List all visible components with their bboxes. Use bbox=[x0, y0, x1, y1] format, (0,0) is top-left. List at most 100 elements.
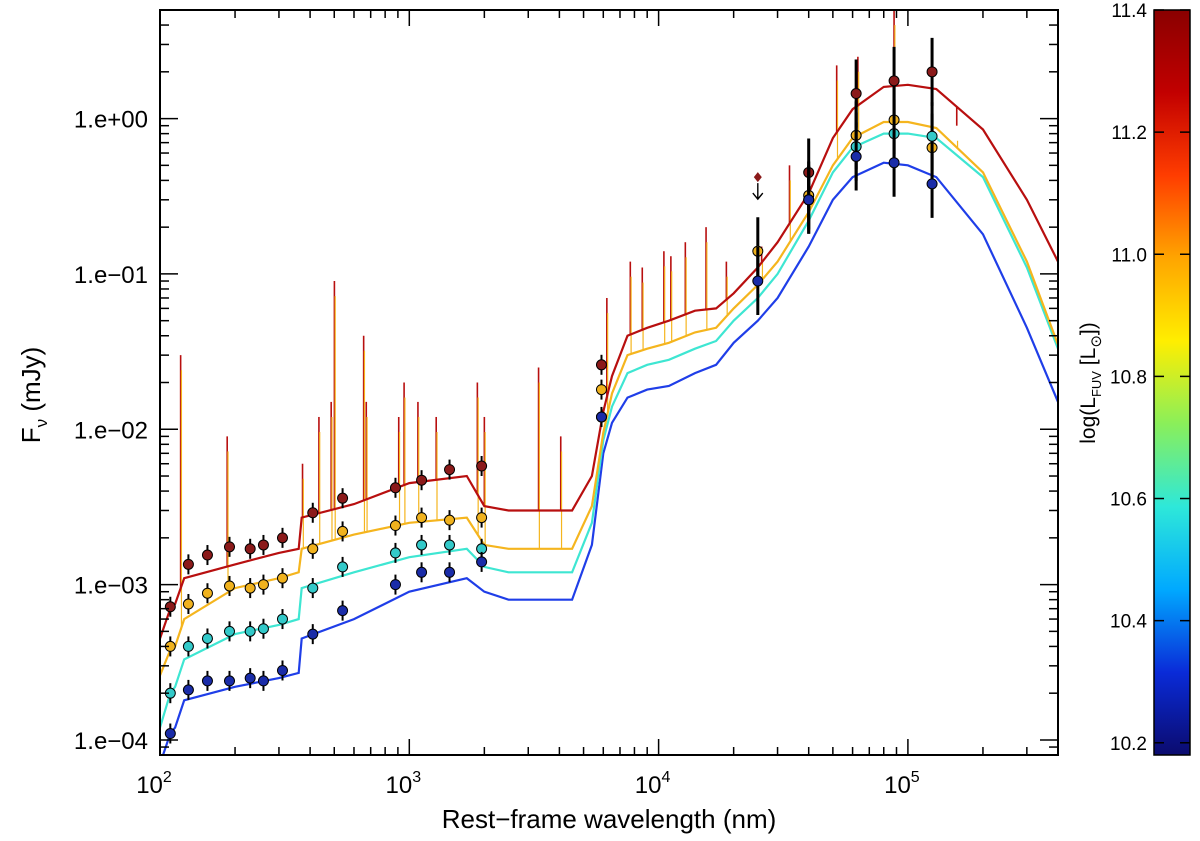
colorbar-frame bbox=[1153, 9, 1191, 756]
data-point-s0-3 bbox=[223, 541, 235, 553]
data-point-s0-6 bbox=[276, 532, 288, 544]
upper-limit-arrow-0 bbox=[752, 183, 764, 201]
data-point-s1-2 bbox=[201, 587, 213, 599]
data-point-s2-10 bbox=[416, 539, 428, 551]
data-point-s1-10 bbox=[416, 512, 428, 524]
data-point-s3-5 bbox=[257, 675, 269, 687]
plot-area bbox=[160, 10, 1058, 755]
data-point-s3-2 bbox=[201, 675, 213, 687]
data-point-s0-10 bbox=[416, 474, 428, 486]
data-point-s1-8 bbox=[337, 525, 349, 537]
data-point-s1-11 bbox=[444, 514, 456, 526]
model-curve-1 bbox=[160, 120, 1058, 676]
x-tick-label-exp: 3 bbox=[412, 769, 421, 786]
y-tick-label: 1.e−01 bbox=[74, 262, 148, 289]
colorbar-title-sun: ⊙ bbox=[1088, 335, 1105, 348]
colorbar-tick-label: 11.0 bbox=[1111, 245, 1147, 266]
data-point-s3-3 bbox=[223, 675, 235, 687]
data-point-s3-15 bbox=[803, 194, 815, 206]
x-tick-label: 102 bbox=[136, 769, 172, 799]
data-point-s3-12 bbox=[476, 556, 488, 568]
data-point-s2-7 bbox=[307, 582, 319, 594]
data-point-s1-1 bbox=[182, 598, 194, 610]
x-tick-label-base: 10 bbox=[884, 772, 911, 799]
data-point-s1-6 bbox=[276, 572, 288, 584]
data-point-s0-7 bbox=[307, 507, 319, 519]
y-axis-title: Fν (mJy) bbox=[16, 347, 51, 444]
data-point-s0-11 bbox=[444, 464, 456, 476]
colorbar-tick-label: 10.4 bbox=[1110, 612, 1147, 633]
colorbar: 11.4 11.2 11.0 10.8 10.6 10.4 10.2 log(LFUV [L… bbox=[1077, 1, 1191, 756]
colorbar-tick-label: 11.2 bbox=[1111, 123, 1147, 144]
x-axis-title: Rest−frame wavelength (nm) bbox=[442, 804, 777, 834]
colorbar-fill bbox=[1154, 10, 1190, 755]
data-point-s0-8 bbox=[337, 492, 349, 504]
x-tick-label-exp: 4 bbox=[662, 769, 671, 786]
data-point-s2-9 bbox=[389, 547, 401, 559]
x-tick-label-exp: 5 bbox=[911, 769, 920, 786]
y-axis-title-tail: (mJy) bbox=[16, 347, 46, 419]
data-point-s3-6 bbox=[276, 664, 288, 676]
y-axis-title-sub: ν bbox=[32, 419, 51, 428]
data-point-s2-2 bbox=[201, 632, 213, 644]
colorbar-title: log(LFUV [L⊙]) bbox=[1077, 322, 1105, 443]
colorbar-ticks: 11.4 11.2 11.0 10.8 10.6 10.4 10.2 bbox=[1110, 1, 1190, 755]
data-point-s1-5 bbox=[257, 579, 269, 591]
x-axis-ticks: 102 103 104 105 bbox=[136, 10, 1059, 799]
data-point-s1-12 bbox=[476, 512, 488, 524]
emission-lines-layer bbox=[179, 10, 959, 630]
data-point-s2-17 bbox=[926, 130, 938, 142]
data-point-s0-16 bbox=[888, 75, 900, 87]
model-curve-0 bbox=[160, 83, 1058, 639]
y-tick-label: 1.e−02 bbox=[74, 417, 148, 444]
data-point-s1-4 bbox=[244, 582, 256, 594]
data-point-s3-11 bbox=[444, 566, 456, 578]
data-point-s0-4 bbox=[244, 543, 256, 555]
data-point-s0-13 bbox=[595, 359, 607, 371]
y-tick-label: 1.e+00 bbox=[74, 107, 148, 134]
data-point-s2-11 bbox=[444, 539, 456, 551]
x-tick-label: 105 bbox=[884, 769, 920, 799]
data-point-s2-8 bbox=[337, 561, 349, 573]
model-curves-layer bbox=[160, 83, 1058, 755]
model-curve-2 bbox=[160, 132, 1058, 728]
data-point-s1-9 bbox=[389, 520, 401, 532]
x-tick-label-exp: 2 bbox=[163, 769, 172, 786]
x-tick-label: 103 bbox=[385, 769, 421, 799]
data-point-s3-16 bbox=[850, 151, 862, 163]
data-point-s0-1 bbox=[182, 558, 194, 570]
y-axis-ticks: 1.e+00 1.e−01 1.e−02 1.e−03 1.e−04 bbox=[74, 9, 1058, 756]
data-point-s2-5 bbox=[257, 623, 269, 635]
x-tick-label-base: 10 bbox=[136, 772, 163, 799]
plot-frame bbox=[159, 9, 1059, 756]
data-point-s3-13 bbox=[595, 411, 607, 423]
data-point-s1-3 bbox=[223, 580, 235, 592]
data-point-s3-14 bbox=[752, 275, 764, 287]
data-point-s2-1 bbox=[182, 640, 194, 652]
data-point-s2-6 bbox=[276, 613, 288, 625]
data-point-s2-4 bbox=[244, 625, 256, 637]
colorbar-tick-label: 10.8 bbox=[1110, 367, 1147, 388]
y-tick-label: 1.e−04 bbox=[74, 728, 148, 755]
data-point-s0-5 bbox=[257, 539, 269, 551]
colorbar-tick-label: 10.6 bbox=[1110, 490, 1147, 511]
x-tick-label-base: 10 bbox=[385, 772, 412, 799]
data-point-s0-15 bbox=[850, 88, 862, 100]
data-points-layer bbox=[164, 37, 938, 744]
data-point-s0-9 bbox=[389, 482, 401, 494]
x-tick-label-base: 10 bbox=[635, 772, 662, 799]
data-point-s3-7 bbox=[307, 628, 319, 640]
data-point-s3-4 bbox=[244, 672, 256, 684]
colorbar-tick-label: 10.2 bbox=[1110, 734, 1147, 755]
data-point-s3-9 bbox=[389, 579, 401, 591]
data-point-s3-18 bbox=[926, 178, 938, 190]
data-point-s3-8 bbox=[337, 605, 349, 617]
model-curve-3 bbox=[161, 161, 1058, 755]
data-point-s2-3 bbox=[223, 625, 235, 637]
colorbar-title-pre: log(L bbox=[1077, 397, 1100, 444]
colorbar-title-end: ]) bbox=[1077, 322, 1100, 335]
data-point-s1-13 bbox=[595, 384, 607, 396]
y-axis-title-main: F bbox=[16, 427, 46, 443]
